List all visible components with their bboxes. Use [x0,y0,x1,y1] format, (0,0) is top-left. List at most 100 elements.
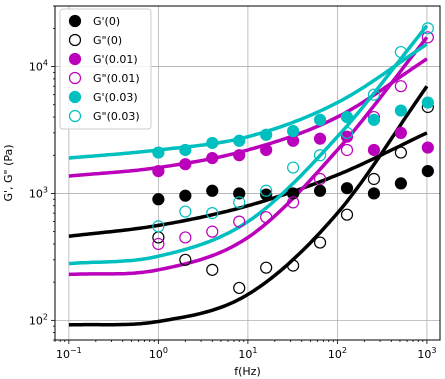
y-tick-label-base: 10 [29,187,43,200]
data-point [206,225,219,238]
data-point [206,207,219,220]
data-point [287,259,300,272]
fit-curve [68,42,428,160]
data-point [394,45,407,59]
data-point [394,146,407,159]
plot-area [68,22,434,327]
data-point [340,182,354,195]
data-point [313,113,327,126]
data-point [421,22,434,35]
x-tick-label-exponent: 0 [163,346,168,355]
x-tick-label: 10−1 [56,346,82,361]
data-point [233,134,246,147]
data-point [367,88,381,101]
legend-label: G"(0.01) [93,72,140,85]
x-tick-label-exponent: 1 [252,346,257,355]
data-point [179,158,192,171]
y-tick-label-base: 10 [29,61,43,74]
x-tick-label: 100 [149,346,168,361]
data-point [179,231,192,244]
fit-curve [68,85,429,327]
data-point [394,177,407,190]
data-point [367,187,381,200]
data-point [340,208,354,221]
data-point [340,143,354,157]
data-point [206,136,219,150]
legend: G'(0) G"(0) G'(0.01) G"(0.01) G'(0.03) G"(0.0… [59,8,152,130]
data-point [233,187,246,200]
x-tick-label-exponent: 2 [342,346,347,355]
data-point [233,149,246,162]
data-point [367,143,381,157]
data-point [340,130,354,143]
x-tick-label: 103 [417,346,436,361]
y-tick-label-exponent: 4 [43,59,48,68]
data-point [260,128,273,141]
x-axis-label: f(Hz) [234,365,261,378]
data-point [394,126,407,139]
data-point [206,263,219,276]
data-point [421,141,434,154]
legend-marker [68,109,82,123]
y-tick-label: 103 [29,185,48,200]
x-tick-label-base: 10 [149,348,163,361]
x-tick-label: 101 [238,346,257,361]
x-tick-label-base: 10 [417,348,431,361]
data-point [152,146,165,159]
data-point [313,149,327,162]
legend-label: G'(0.03) [93,91,138,104]
data-point [152,220,165,233]
data-point [233,281,246,295]
data-point [421,96,434,109]
legend-marker [68,52,82,66]
data-point [152,193,165,206]
data-point [421,164,434,178]
legend-label: G"(0) [93,34,122,47]
legend-label: G'(0.01) [93,53,138,66]
data-point [367,113,381,126]
data-point [233,196,246,209]
y-tick-label-base: 10 [29,314,43,327]
fit-curve [68,24,429,266]
data-point [260,211,273,224]
y-tick-label-exponent: 2 [43,312,48,321]
data-point [206,184,219,197]
legend-box [59,8,152,130]
data-point [260,261,273,274]
data-point [313,132,327,145]
data-point [260,184,273,197]
data-point [287,196,300,209]
data-point [233,215,246,228]
x-tick-label: 102 [328,346,347,361]
y-tick-label: 104 [29,59,48,74]
legend-marker [68,33,82,47]
data-point [179,205,192,218]
data-point [367,172,381,186]
x-tick-label-base: 10 [238,348,252,361]
y-tick-label: 102 [29,312,48,327]
data-point [152,164,165,178]
data-point [421,31,434,44]
data-point [260,188,273,201]
x-tick-label-exponent: 3 [431,346,436,355]
data-point [313,172,327,186]
data-point [340,126,354,139]
data-point [287,187,300,200]
data-point [179,143,192,157]
legend-label: G'(0) [93,15,120,28]
legend-marker [68,71,82,85]
data-point [206,151,219,165]
data-point [179,189,192,202]
x-tick-label-base: 10 [56,348,70,361]
data-point [260,143,273,157]
data-point [340,110,354,124]
data-point [394,80,407,93]
fit-curve [68,131,428,238]
data-point [179,253,192,266]
data-point [313,184,327,197]
data-point [394,104,407,117]
legend-marker [68,90,82,104]
legend-marker [68,14,82,28]
